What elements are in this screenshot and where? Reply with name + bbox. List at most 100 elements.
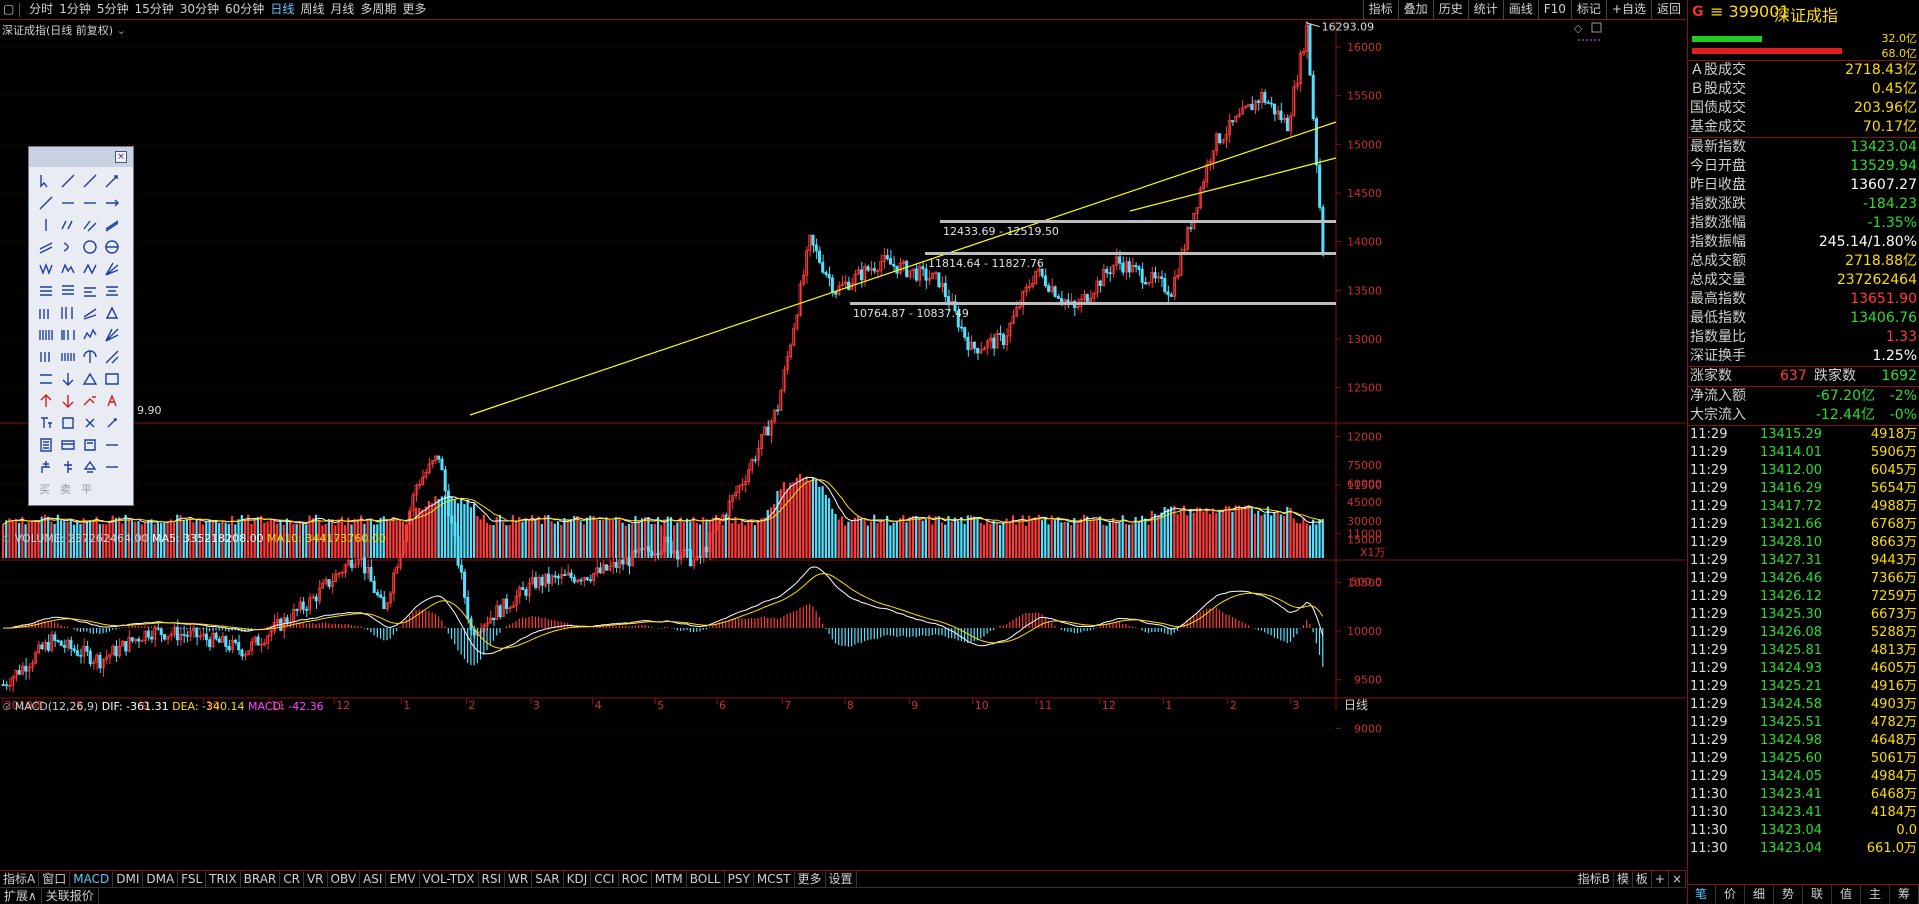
tick-row[interactable]: 11:29 13421.66 6768万 [1688, 516, 1919, 534]
extension-tab[interactable]: 关联报价 [42, 888, 99, 904]
tick-row[interactable]: 11:29 13426.12 7259万 [1688, 588, 1919, 606]
period-tab[interactable]: 60分钟 [225, 2, 265, 16]
indicator-tab[interactable]: ROC [619, 871, 652, 888]
chart-tool-button[interactable]: 叠加 [1397, 0, 1433, 20]
tick-row[interactable]: 11:29 13424.05 4984万 [1688, 768, 1919, 786]
period-tab[interactable]: 1分钟 [59, 2, 91, 16]
gann-icon[interactable] [35, 280, 57, 302]
spread-icon[interactable] [35, 368, 57, 390]
indicator-tab[interactable]: FSL [178, 871, 207, 888]
text-style-icon[interactable] [35, 412, 57, 434]
indicator-tab[interactable]: MCST [754, 871, 795, 888]
toolbox-header[interactable]: × [29, 147, 133, 167]
quote-tab[interactable]: 价 [1716, 885, 1745, 904]
window-menu-icon[interactable]: ▢ [3, 2, 15, 16]
chart-tool-button[interactable]: 画线 [1502, 0, 1538, 20]
speed-icon[interactable] [79, 302, 101, 324]
period-tab[interactable]: 15分钟 [134, 2, 174, 16]
quote-tab[interactable]: 值 [1832, 885, 1861, 904]
indicator-tab[interactable]: VOL-TDX [420, 871, 479, 888]
chart-tool-button[interactable]: 返回 [1650, 0, 1686, 20]
indicator-tab[interactable]: SAR [532, 871, 564, 888]
extension-tab[interactable]: 扩展∧ [0, 888, 42, 904]
quote-tab[interactable]: 联 [1803, 885, 1832, 904]
period-tab[interactable]: 30分钟 [179, 2, 220, 16]
indicator-tab[interactable]: ASI [360, 871, 387, 888]
blank2-icon[interactable] [101, 456, 123, 478]
period-tab[interactable]: 日线 [270, 2, 295, 16]
triangle-wave-icon[interactable] [79, 258, 101, 280]
ray-icon[interactable] [79, 170, 101, 192]
wave-icon[interactable] [35, 258, 57, 280]
indicator-tab[interactable]: 设置 [826, 871, 857, 888]
window-icon[interactable] [1591, 22, 1602, 33]
segment-icon[interactable] [35, 192, 57, 214]
circle-icon[interactable] [79, 236, 101, 258]
tick-row[interactable]: 11:29 13426.46 7366万 [1688, 570, 1919, 588]
indicator-right-button[interactable]: 模 [1614, 871, 1633, 888]
collapse-icon[interactable]: ⊙ [2, 700, 12, 713]
resist-icon[interactable] [35, 302, 57, 324]
close-icon[interactable]: × [115, 151, 127, 163]
text-icon[interactable] [101, 390, 123, 412]
tick-row[interactable]: 11:29 13425.81 4813万 [1688, 642, 1919, 660]
h-ray-icon[interactable] [79, 192, 101, 214]
tick-row[interactable]: 11:30 13423.04 661.0万 [1688, 840, 1919, 858]
chevron-down-icon[interactable]: ⌄ [116, 24, 126, 37]
cursor-icon[interactable] [35, 170, 57, 192]
tick-row[interactable]: 11:29 13412.00 6045万 [1688, 462, 1919, 480]
buy-mark-icon[interactable] [35, 456, 57, 478]
arc-icon[interactable] [57, 236, 79, 258]
indicator-tab[interactable]: VR [304, 871, 328, 888]
indicator-tab[interactable]: KDJ [564, 871, 592, 888]
period-tab[interactable]: 周线 [300, 2, 325, 16]
chart-tool-button[interactable]: F10 [1537, 0, 1571, 20]
up-arrow-icon[interactable] [35, 390, 57, 412]
cycle-icon[interactable] [57, 302, 79, 324]
collapse-icon[interactable]: ⊙ [2, 532, 12, 545]
quote-tab[interactable]: 笔 [1687, 885, 1716, 904]
chart-tool-button[interactable]: 指标 [1362, 0, 1398, 20]
indicator-tab[interactable]: 指标A [0, 871, 40, 888]
tick-row[interactable]: 11:29 13425.21 4916万 [1688, 678, 1919, 696]
down-arrow-icon[interactable] [57, 368, 79, 390]
sell-mark-icon[interactable] [57, 456, 79, 478]
tick-row[interactable]: 11:29 13426.08 5288万 [1688, 624, 1919, 642]
target-icon[interactable] [101, 280, 123, 302]
indicator-tab[interactable]: BOLL [687, 871, 725, 888]
indicator-right-button[interactable]: 指标B [1575, 871, 1614, 888]
arrow-line-icon[interactable] [101, 170, 123, 192]
indicator-tab[interactable]: WR [505, 871, 533, 888]
tick-row[interactable]: 11:29 13417.72 4988万 [1688, 498, 1919, 516]
rect-icon[interactable] [57, 434, 79, 456]
indicator-tab[interactable]: RSI [479, 871, 506, 888]
blank-icon[interactable] [101, 434, 123, 456]
tick-row[interactable]: 11:29 13424.58 4903万 [1688, 696, 1919, 714]
period-tab[interactable]: 多周期 [360, 2, 397, 16]
down-green-icon[interactable] [57, 390, 79, 412]
h-segment-icon[interactable] [57, 192, 79, 214]
note-icon[interactable] [79, 434, 101, 456]
fib-time-icon[interactable] [57, 324, 79, 346]
kline-chart-area[interactable]: 1600015500150001450014000135001300012500… [0, 20, 1686, 870]
period-tab[interactable]: 5分钟 [96, 2, 129, 16]
tick-row[interactable]: 11:29 13428.10 8663万 [1688, 534, 1919, 552]
bars-icon[interactable] [35, 346, 57, 368]
triangle-shape-icon[interactable] [79, 368, 101, 390]
indicator-tab[interactable]: DMI [113, 871, 144, 888]
grid-line-icon[interactable] [35, 324, 57, 346]
step-icon[interactable] [79, 390, 101, 412]
gann-fan-icon[interactable] [101, 324, 123, 346]
lines-icon[interactable] [57, 346, 79, 368]
rect-shape-icon[interactable] [101, 368, 123, 390]
tick-row[interactable]: 11:29 13416.29 5654万 [1688, 480, 1919, 498]
indicator-right-button[interactable]: + [1652, 871, 1669, 888]
circle-grid-icon[interactable] [101, 236, 123, 258]
tick-row[interactable]: 11:29 13414.01 5906万 [1688, 444, 1919, 462]
zigzag-icon[interactable] [57, 258, 79, 280]
triangle-icon[interactable] [101, 302, 123, 324]
indicator-tab[interactable]: MTM [652, 871, 687, 888]
indicator-tab[interactable]: OBV [328, 871, 361, 888]
chart-tool-button[interactable]: +自选 [1605, 0, 1651, 20]
indicator-tab[interactable]: PSY [725, 871, 754, 888]
